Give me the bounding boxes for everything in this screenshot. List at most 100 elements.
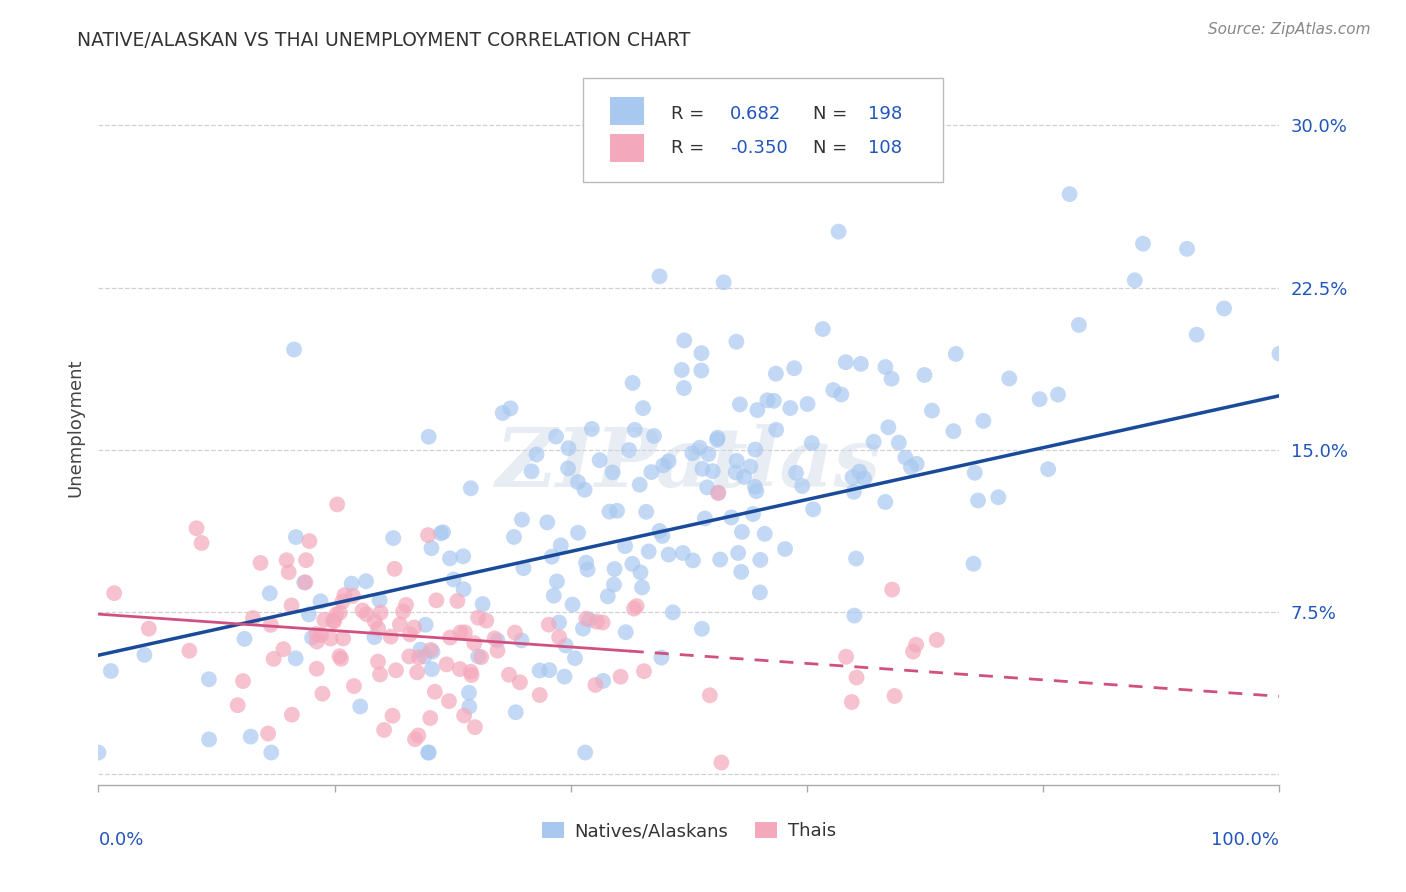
Point: [385, 663, 408, 677]
Point: [342, 589, 364, 603]
Point: [326, 498, 349, 512]
Point: [697, 447, 720, 461]
Point: [626, 599, 648, 613]
Point: [498, 667, 520, 681]
Point: [690, 346, 713, 360]
Point: [614, 539, 637, 553]
Point: [623, 423, 645, 437]
Point: [439, 631, 461, 645]
Text: ZIPatlas: ZIPatlas: [496, 424, 882, 504]
Point: [842, 484, 865, 499]
Point: [621, 557, 644, 571]
Point: [882, 582, 904, 597]
Point: [835, 649, 858, 664]
Point: [848, 465, 870, 479]
Point: [186, 521, 208, 535]
Point: [578, 613, 600, 627]
Point: [796, 397, 818, 411]
Point: [1213, 301, 1236, 316]
Point: [509, 675, 531, 690]
Point: [706, 431, 728, 445]
Point: [633, 664, 655, 678]
Point: [630, 566, 652, 580]
Point: [706, 433, 728, 447]
Point: [418, 746, 440, 760]
Point: [325, 607, 347, 622]
Point: [643, 429, 665, 443]
Point: [849, 357, 872, 371]
Point: [744, 442, 766, 457]
Point: [460, 665, 482, 679]
Point: [242, 611, 264, 625]
Point: [962, 557, 984, 571]
Point: [744, 480, 766, 494]
Point: [720, 510, 742, 524]
Point: [914, 368, 936, 382]
Point: [332, 632, 354, 646]
Point: [672, 546, 695, 560]
Point: [323, 615, 346, 629]
Legend: Natives/Alaskans, Thais: Natives/Alaskans, Thais: [534, 814, 844, 847]
Point: [589, 453, 612, 467]
Point: [464, 720, 486, 734]
Point: [800, 436, 823, 450]
Point: [529, 688, 551, 702]
Point: [658, 548, 681, 562]
Point: [609, 670, 631, 684]
Point: [512, 561, 534, 575]
Point: [309, 594, 332, 608]
Point: [1028, 392, 1050, 407]
Point: [557, 461, 579, 475]
Point: [329, 606, 352, 620]
Point: [546, 574, 568, 589]
Point: [526, 448, 548, 462]
Point: [368, 667, 391, 681]
Point: [682, 553, 704, 567]
Point: [801, 502, 824, 516]
Point: [399, 627, 422, 641]
Point: [1123, 273, 1146, 287]
Point: [900, 460, 922, 475]
Point: [699, 688, 721, 702]
Point: [640, 465, 662, 479]
Point: [277, 565, 299, 579]
Point: [745, 484, 768, 499]
Point: [467, 649, 489, 664]
Point: [823, 383, 845, 397]
Point: [432, 525, 454, 540]
Point: [460, 668, 482, 682]
Point: [418, 746, 440, 760]
Point: [423, 685, 446, 699]
Point: [409, 642, 432, 657]
Point: [567, 475, 589, 489]
Point: [598, 505, 620, 519]
Point: [628, 477, 651, 491]
Point: [198, 732, 221, 747]
Point: [422, 644, 444, 658]
Point: [998, 371, 1021, 385]
Point: [702, 464, 724, 478]
Point: [419, 711, 441, 725]
Point: [356, 607, 378, 622]
Point: [257, 726, 280, 740]
Point: [536, 516, 558, 530]
Point: [260, 746, 283, 760]
Point: [454, 625, 477, 640]
Point: [707, 486, 730, 500]
Point: [576, 562, 599, 576]
Point: [418, 430, 440, 444]
Point: [543, 589, 565, 603]
Point: [1175, 242, 1198, 256]
Point: [631, 401, 654, 416]
Point: [305, 634, 328, 648]
Point: [636, 505, 658, 519]
Point: [510, 633, 533, 648]
Point: [725, 334, 748, 349]
Point: [548, 615, 571, 630]
Point: [575, 556, 598, 570]
Point: [520, 464, 543, 478]
Point: [689, 441, 711, 455]
Point: [103, 586, 125, 600]
Point: [550, 538, 572, 552]
Point: [592, 673, 614, 688]
